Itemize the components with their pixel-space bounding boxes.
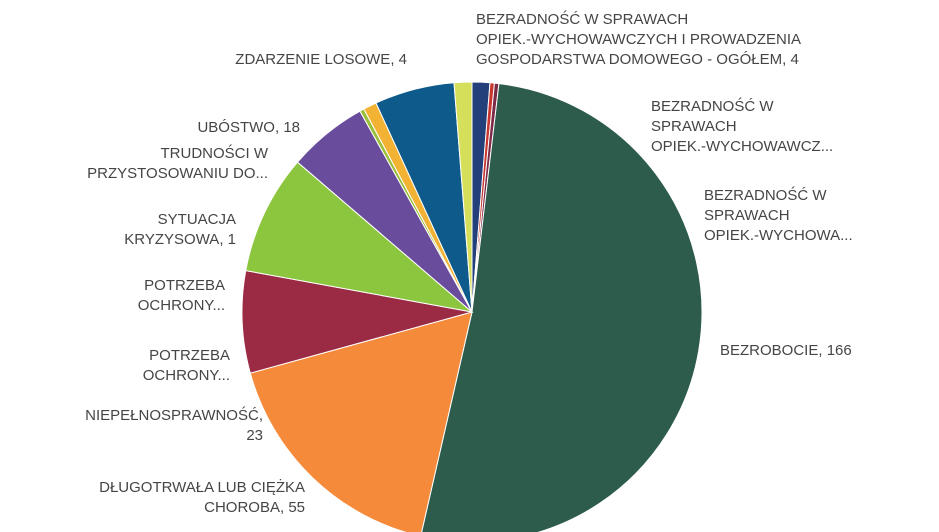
value-label: 1 xyxy=(227,231,236,248)
data-label: BEZRADNOŚĆ W SPRAWACH OPIEK.-WYCHOWA... xyxy=(704,186,853,246)
category-label: NIEPEŁNOSPRAWNOŚĆ xyxy=(85,407,259,424)
separator: , xyxy=(818,342,823,359)
value-label: 166 xyxy=(826,342,852,359)
data-label: TRUDNOŚCI W PRZYSTOSOWANIU DO... xyxy=(87,144,268,184)
pie-slice xyxy=(249,311,473,532)
data-label: BEZROBOCIE, 166 xyxy=(720,341,852,361)
separator: , xyxy=(219,231,224,248)
value-label: 18 xyxy=(283,119,300,136)
pie-slice xyxy=(421,83,703,532)
category-label: POTRZEBA OCHRONY... xyxy=(142,347,230,384)
separator: , xyxy=(258,407,263,424)
category-label: BEZRADNOŚĆ W SPRAWACH OPIEK.-WYCHOWAWCZY… xyxy=(476,11,801,68)
category-label: POTRZEBA OCHRONY... xyxy=(137,277,225,314)
category-label: ZDARZENIE LOSOWE xyxy=(235,51,391,68)
category-label: UBÓSTWO xyxy=(197,119,275,136)
category-label: TRUDNOŚCI W PRZYSTOSOWANIU DO... xyxy=(87,145,268,182)
data-label: BEZRADNOŚĆ W SPRAWACH OPIEK.-WYCHOWAWCZY… xyxy=(476,10,801,70)
data-label: ZDARZENIE LOSOWE, 4 xyxy=(235,50,407,70)
value-label: 4 xyxy=(790,51,799,68)
category-label: BEZROBOCIE xyxy=(720,342,819,359)
data-label: DŁUGOTRWAŁA LUB CIĘŻKA CHOROBA, 55 xyxy=(99,478,305,518)
separator: , xyxy=(274,119,280,136)
data-label: UBÓSTWO, 18 xyxy=(197,118,300,138)
separator: , xyxy=(782,51,787,68)
pie-slice xyxy=(245,161,474,313)
value-label: 55 xyxy=(288,499,305,516)
data-label: POTRZEBA OCHRONY... xyxy=(143,346,230,386)
data-label: NIEPEŁNOSPRAWNOŚĆ, 23 xyxy=(85,406,263,446)
category-label: BEZRADNOŚĆ W SPRAWACH OPIEK.-WYCHOWAWCZ.… xyxy=(651,98,834,155)
data-label: SYTUACJA KRYZYSOWA, 1 xyxy=(124,210,236,250)
value-label: 23 xyxy=(246,427,263,444)
data-label: BEZRADNOŚĆ W SPRAWACH OPIEK.-WYCHOWAWCZ.… xyxy=(651,97,833,157)
category-label: DŁUGOTRWAŁA LUB CIĘŻKA CHOROBA xyxy=(99,479,305,516)
value-label: 4 xyxy=(398,51,407,68)
data-label: POTRZEBA OCHRONY... xyxy=(138,276,225,316)
separator: , xyxy=(279,499,285,516)
pie-slice xyxy=(241,270,473,374)
separator: , xyxy=(390,51,395,68)
category-label: BEZRADNOŚĆ W SPRAWACH OPIEK.-WYCHOWA... xyxy=(704,187,853,244)
category-label: SYTUACJA KRYZYSOWA xyxy=(124,211,236,248)
pie-slice xyxy=(453,81,473,313)
